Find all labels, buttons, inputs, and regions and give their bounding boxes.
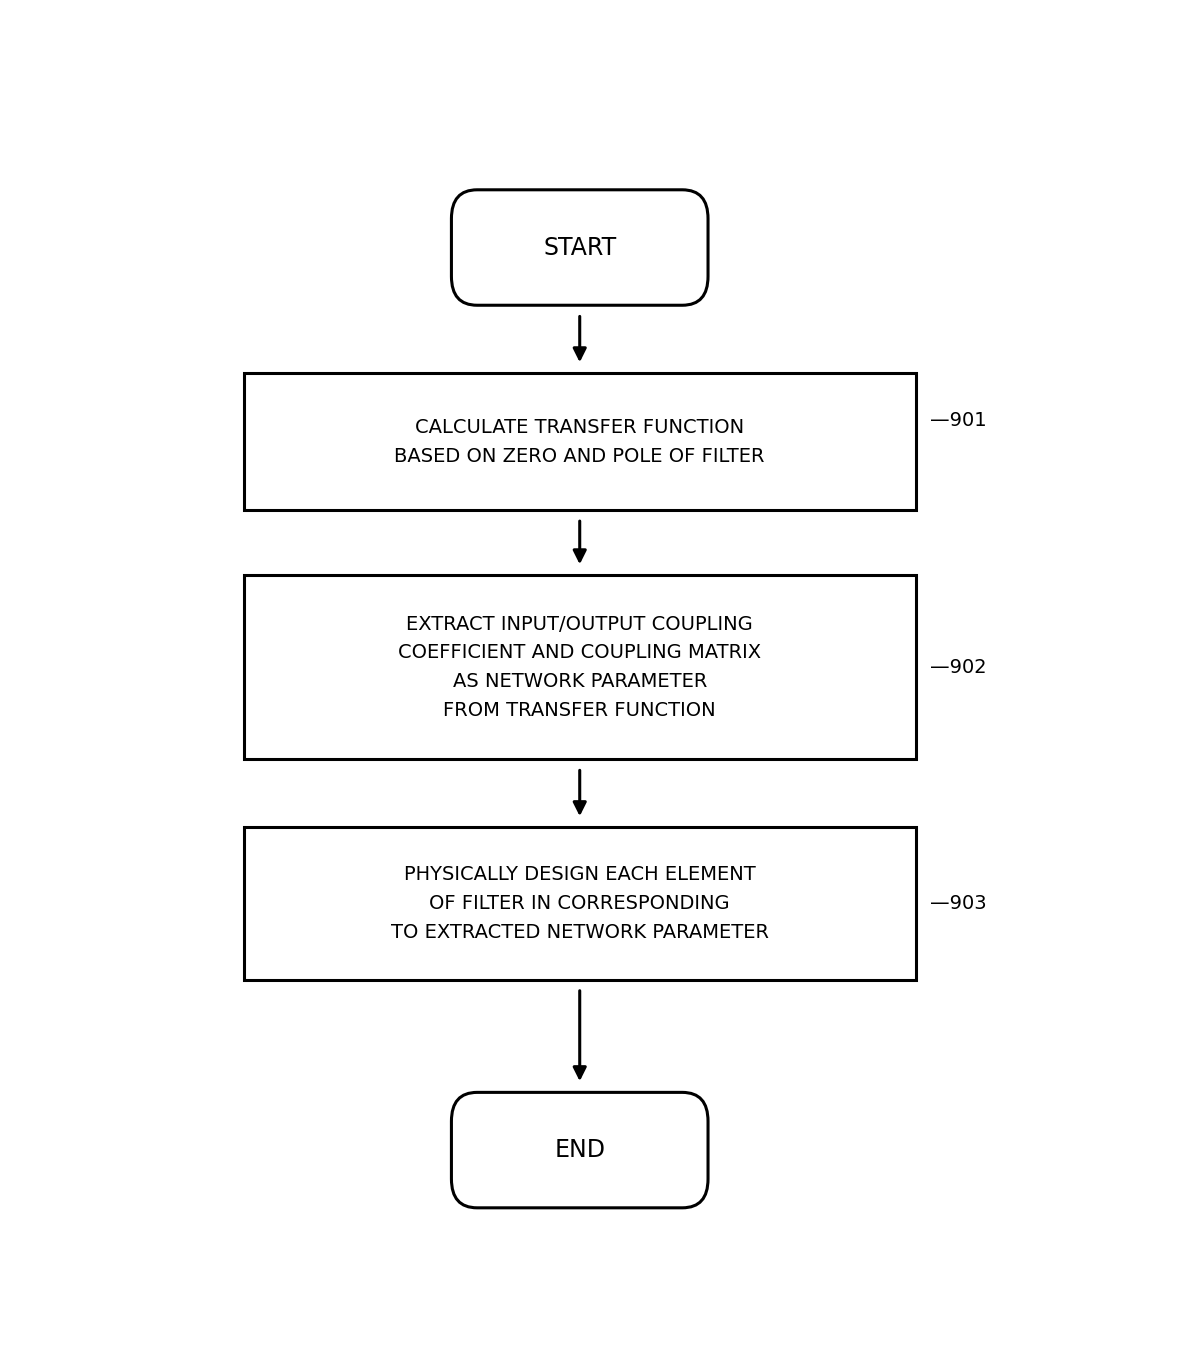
Text: START: START [543,236,616,259]
FancyBboxPatch shape [244,373,916,510]
Text: —901: —901 [929,412,986,431]
Text: EXTRACT INPUT/OUTPUT COUPLING
COEFFICIENT AND COUPLING MATRIX
AS NETWORK PARAMET: EXTRACT INPUT/OUTPUT COUPLING COEFFICIEN… [399,615,761,720]
Text: —903: —903 [929,894,986,913]
FancyBboxPatch shape [452,1092,708,1208]
Text: CALCULATE TRANSFER FUNCTION
BASED ON ZERO AND POLE OF FILTER: CALCULATE TRANSFER FUNCTION BASED ON ZER… [395,418,765,466]
FancyBboxPatch shape [244,827,916,980]
Text: PHYSICALLY DESIGN EACH ELEMENT
OF FILTER IN CORRESPONDING
TO EXTRACTED NETWORK P: PHYSICALLY DESIGN EACH ELEMENT OF FILTER… [391,866,768,942]
Text: —902: —902 [929,658,986,677]
FancyBboxPatch shape [244,575,916,759]
Text: END: END [554,1138,606,1163]
FancyBboxPatch shape [452,189,708,305]
